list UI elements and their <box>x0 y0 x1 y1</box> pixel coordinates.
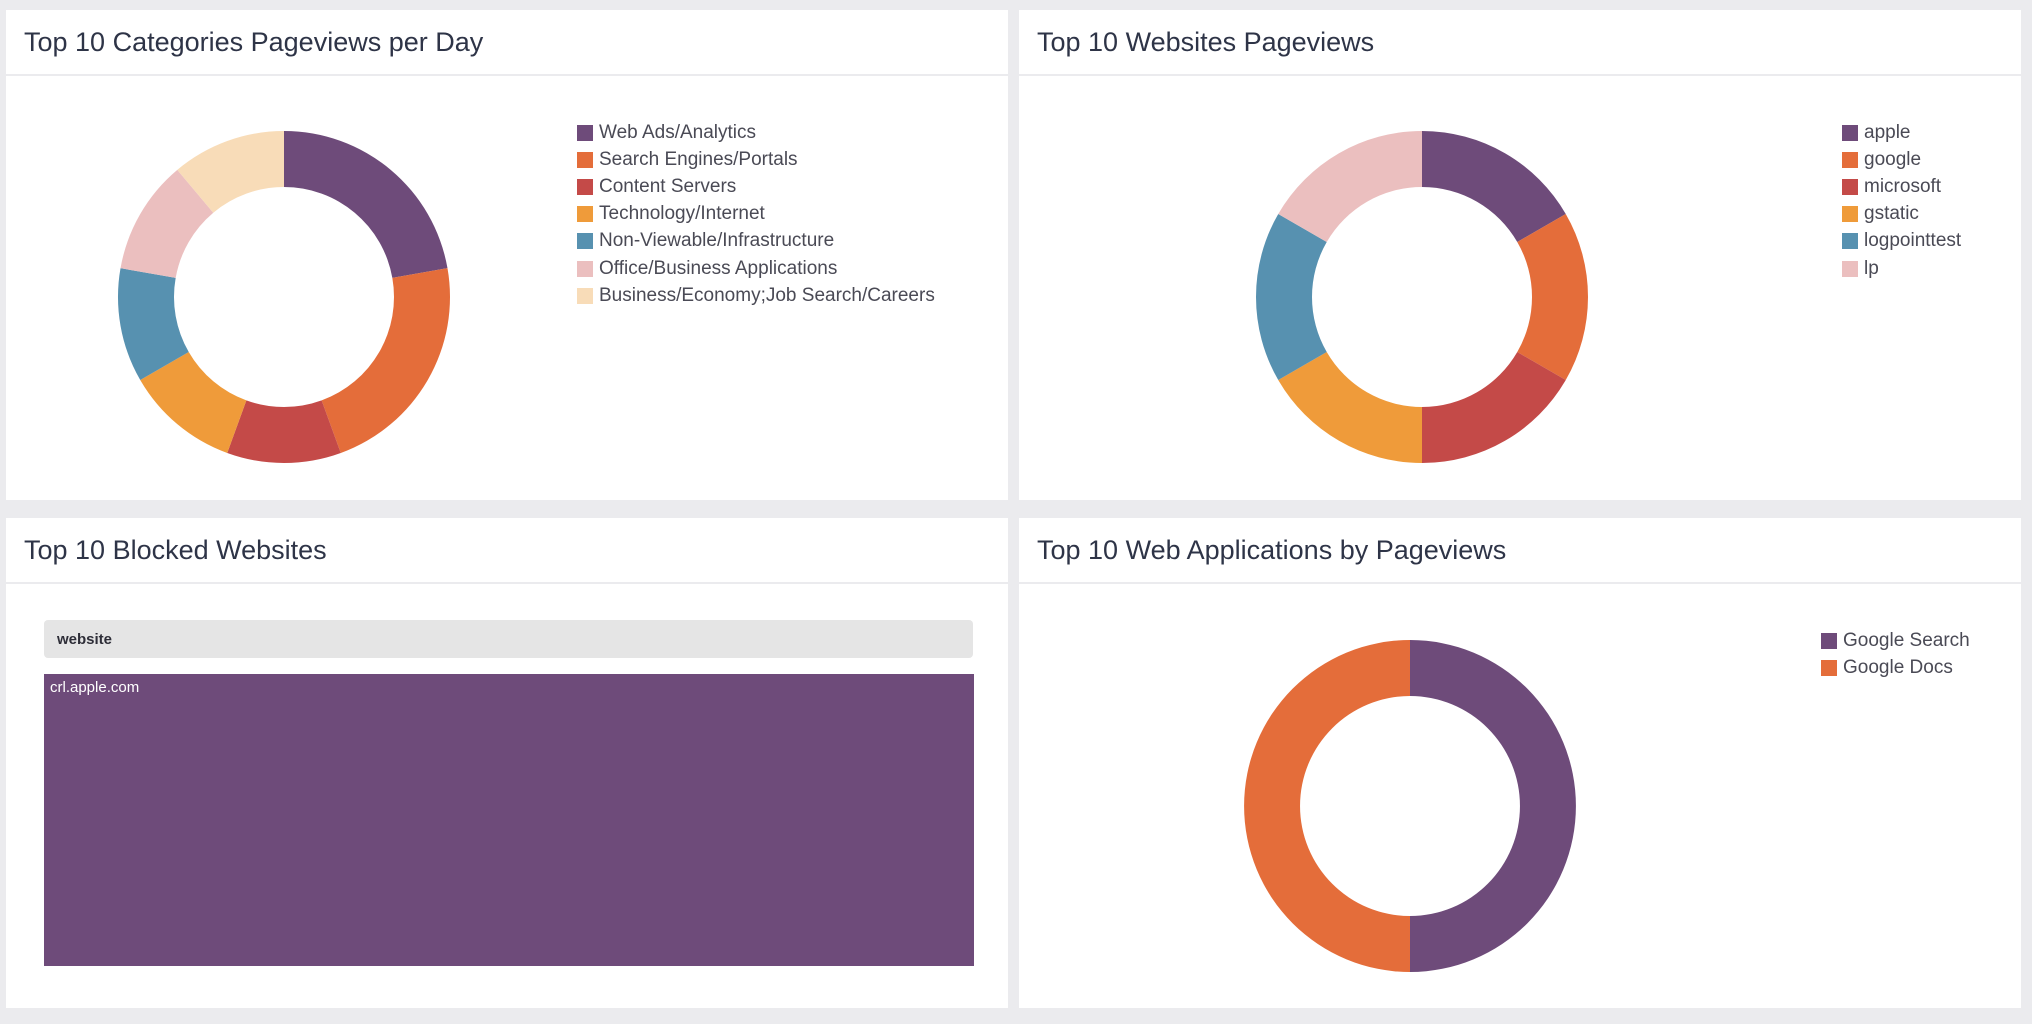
webapps-legend: Google Search Google Docs <box>1821 627 1970 681</box>
legend-item[interactable]: microsoft <box>1842 173 1961 200</box>
panel-header: Top 10 Categories Pageviews per Day <box>6 10 1008 76</box>
legend-swatch <box>577 233 593 250</box>
donut-slice-web-ads-analytics[interactable] <box>284 131 448 278</box>
legend-label: Google Search <box>1843 629 1970 651</box>
legend-label: gstatic <box>1864 203 1919 225</box>
donut-slice-logpointtest[interactable] <box>1256 214 1327 380</box>
websites-legend: apple google microsoft gstatic logpointtest l… <box>1842 119 1961 282</box>
donut-slice-technology-internet[interactable] <box>140 352 247 453</box>
legend-item[interactable]: Web Ads/Analytics <box>577 119 935 146</box>
legend-swatch <box>577 124 593 141</box>
legend-label: Web Ads/Analytics <box>599 121 757 143</box>
legend-label: apple <box>1864 121 1911 143</box>
legend-item[interactable]: Office/Business Applications <box>577 255 935 282</box>
legend-item[interactable]: Content Servers <box>577 173 935 200</box>
donut-slice-apple[interactable] <box>1422 131 1566 242</box>
panel-title: Top 10 Categories Pageviews per Day <box>24 26 484 57</box>
donut-slice-office-business-applications[interactable] <box>120 169 214 278</box>
legend-swatch <box>1842 233 1858 250</box>
donut-slice-non-viewable-infrastructure[interactable] <box>117 268 189 380</box>
donut-slice-google-docs[interactable] <box>1244 640 1410 972</box>
webapps-donut-chart <box>1244 640 1576 972</box>
donut-slice-microsoft[interactable] <box>1422 352 1566 463</box>
legend-swatch <box>1842 151 1858 168</box>
legend-swatch <box>577 178 593 195</box>
legend-swatch <box>1842 178 1858 195</box>
donut-slice-google-search[interactable] <box>1410 640 1576 972</box>
panel-header: Top 10 Blocked Websites <box>6 518 1008 584</box>
legend-swatch <box>1842 260 1858 277</box>
categories-legend: Web Ads/Analytics Search Engines/Portals C… <box>577 119 935 309</box>
legend-swatch <box>577 287 593 304</box>
legend-label: Office/Business Applications <box>599 257 838 279</box>
legend-label: google <box>1864 148 1922 170</box>
legend-item[interactable]: Technology/Internet <box>577 201 935 228</box>
donut-slice-lp[interactable] <box>1278 131 1422 242</box>
donut-slice-search-engines-portals[interactable] <box>321 268 451 453</box>
legend-label: Content Servers <box>599 175 737 197</box>
blocked-websites-panel: Top 10 Blocked Websites website crl.appl… <box>6 518 1008 1008</box>
categories-donut-chart <box>117 131 451 464</box>
categories-panel: Top 10 Categories Pageviews per Day Web … <box>6 10 1008 500</box>
legend-label: lp <box>1864 257 1879 279</box>
websites-donut-chart <box>1256 131 1588 463</box>
legend-swatch <box>1821 632 1837 649</box>
legend-swatch <box>1842 206 1858 223</box>
panel-title: Top 10 Websites Pageviews <box>1037 26 1375 57</box>
legend-item[interactable]: gstatic <box>1842 201 1961 228</box>
legend-item[interactable]: Google Docs <box>1821 654 1970 681</box>
websites-panel: Top 10 Websites Pageviews apple google mic… <box>1019 10 2021 500</box>
legend-label: Business/Economy;Job Search/Careers <box>599 284 935 306</box>
legend-item[interactable]: lp <box>1842 255 1961 282</box>
table-row[interactable]: crl.apple.com <box>44 674 974 966</box>
legend-item[interactable]: logpointtest <box>1842 228 1961 255</box>
legend-item[interactable]: google <box>1842 146 1961 173</box>
panel-title: Top 10 Web Applications by Pageviews <box>1037 534 1507 565</box>
legend-label: Technology/Internet <box>599 203 765 225</box>
legend-swatch <box>1842 124 1858 141</box>
legend-item[interactable]: Google Search <box>1821 627 1970 654</box>
legend-label: Search Engines/Portals <box>599 148 798 170</box>
legend-label: Non-Viewable/Infrastructure <box>599 230 835 252</box>
legend-label: microsoft <box>1864 175 1942 197</box>
donut-slice-gstatic[interactable] <box>1278 352 1422 463</box>
legend-item[interactable]: apple <box>1842 119 1961 146</box>
panel-header: Top 10 Web Applications by Pageviews <box>1019 518 2021 584</box>
legend-swatch <box>577 260 593 277</box>
donut-slice-google[interactable] <box>1517 214 1588 380</box>
webapps-panel: Top 10 Web Applications by Pageviews Goo… <box>1019 518 2021 1008</box>
legend-swatch <box>577 206 593 223</box>
legend-item[interactable]: Non-Viewable/Infrastructure <box>577 228 935 255</box>
donut-slice-content-servers[interactable] <box>227 400 341 464</box>
panel-header: Top 10 Websites Pageviews <box>1019 10 2021 76</box>
legend-item[interactable]: Business/Economy;Job Search/Careers <box>577 282 935 309</box>
panel-title: Top 10 Blocked Websites <box>24 534 327 565</box>
legend-swatch <box>1821 659 1837 676</box>
legend-item[interactable]: Search Engines/Portals <box>577 146 935 173</box>
legend-swatch <box>577 151 593 168</box>
table-column-header-website[interactable]: website <box>44 620 973 658</box>
legend-label: logpointtest <box>1864 230 1962 252</box>
donut-slice-business-economy-job-search-careers[interactable] <box>177 131 284 213</box>
legend-label: Google Docs <box>1843 656 1953 678</box>
